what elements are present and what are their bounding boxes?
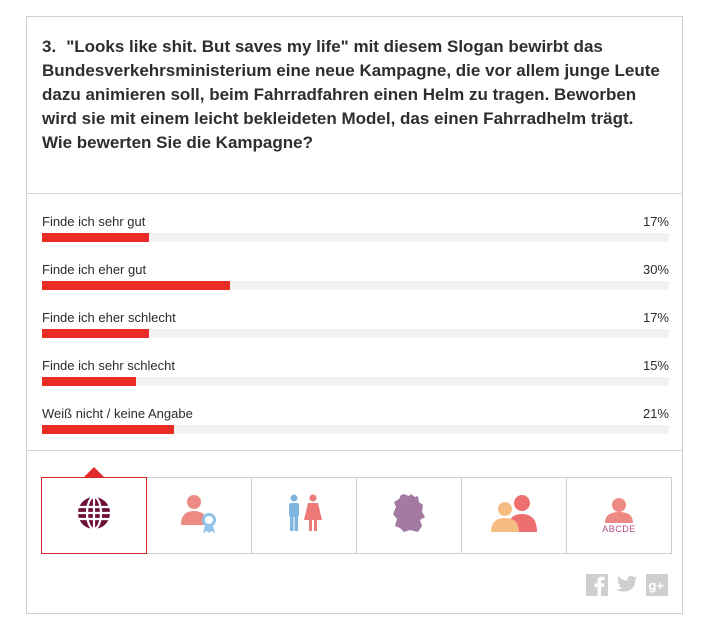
germany-map-icon [392,493,426,538]
answer-row: Finde ich eher gut 30% [42,262,669,302]
divider-bottom [27,450,682,451]
answer-percent: 15% [642,358,669,373]
answer-label: Finde ich sehr schlecht [42,358,175,373]
tab-party[interactable] [461,477,567,554]
google-plus-icon[interactable]: g+ [646,574,668,596]
tab-age[interactable] [146,477,252,554]
divider-top [27,193,682,194]
social-share: g+ [586,574,668,596]
man-woman-icon [284,494,324,537]
tab-education[interactable]: ABCDE [566,477,672,554]
question-number: 3. [42,37,57,56]
answer-label: Finde ich sehr gut [42,214,146,229]
answer-bar-track [42,233,669,242]
answer-percent: 21% [642,406,669,421]
answer-bar-track [42,377,669,386]
answer-bar-fill [42,281,231,290]
question-body: "Looks like shit. But saves my life" mit… [42,37,660,152]
question-text: 3. "Looks like shit. But saves my life" m… [42,35,662,155]
answer-row: Weiß nicht / keine Angabe 21% [42,406,669,446]
answer-bar-fill [42,233,149,242]
answer-label: Weiß nicht / keine Angabe [42,406,193,421]
twitter-icon[interactable] [615,574,639,596]
answer-bar-fill [42,425,174,434]
globe-icon [76,495,112,536]
answer-bar-track [42,425,669,434]
education-label: ABCDE [602,524,636,534]
tab-overall[interactable] [41,467,147,554]
two-persons-icon [490,494,538,537]
answer-label: Finde ich eher gut [42,262,147,277]
answer-percent: 17% [642,214,669,229]
person-education-icon: ABCDE [602,497,636,534]
poll-card: 3. "Looks like shit. But saves my life" m… [26,16,683,614]
tab-gender[interactable] [251,477,357,554]
answer-bar-track [42,329,669,338]
answer-percent: 17% [642,310,669,325]
answer-row: Finde ich sehr gut 17% [42,214,669,254]
answer-bar-track [42,281,669,290]
answer-label: Finde ich eher schlecht [42,310,176,325]
facebook-icon[interactable] [586,574,608,596]
svg-text:g+: g+ [649,578,665,593]
answer-row: Finde ich eher schlecht 17% [42,310,669,350]
filter-tabs: ABCDE [41,467,672,554]
tab-region[interactable] [356,477,462,554]
answer-bar-fill [42,329,149,338]
answer-bar-fill [42,377,137,386]
answer-row: Finde ich sehr schlecht 15% [42,358,669,398]
person-award-icon [178,493,220,538]
answer-percent: 30% [642,262,669,277]
